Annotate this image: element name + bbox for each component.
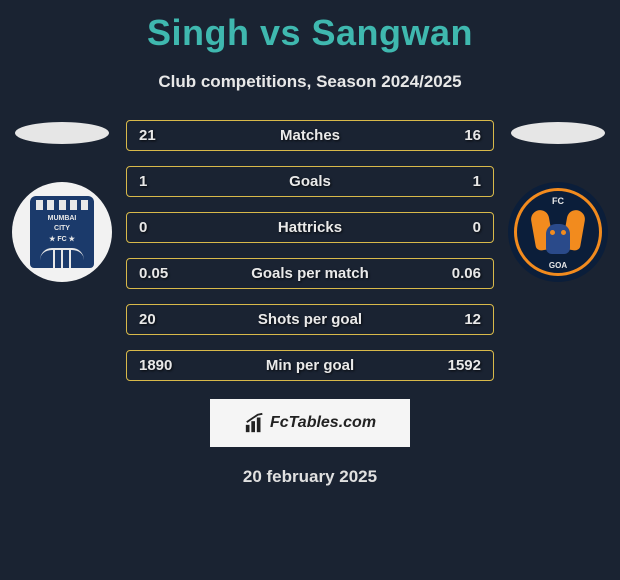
club-badge-right: FC GOA <box>508 182 608 282</box>
stat-row: 21 Matches 16 <box>126 120 494 151</box>
goa-text-bottom: GOA <box>508 261 608 270</box>
comparison-layout: MUMBAI CITY ★ FC ★ 21 Matches 16 1 Goals… <box>0 120 620 381</box>
crest-text-3: ★ FC ★ <box>49 236 75 244</box>
stats-table: 21 Matches 16 1 Goals 1 0 Hattricks 0 0.… <box>122 120 498 381</box>
date-text: 20 february 2025 <box>0 467 620 487</box>
page-subtitle: Club competitions, Season 2024/2025 <box>0 72 620 92</box>
crest-text-2: CITY <box>54 225 70 233</box>
stat-label: Shots per goal <box>189 311 431 328</box>
player-shadow-left <box>15 122 109 144</box>
left-side: MUMBAI CITY ★ FC ★ <box>2 120 122 282</box>
goa-text-top: FC <box>508 196 608 206</box>
crest-crenellations <box>34 200 90 212</box>
page-title: Singh vs Sangwan <box>0 0 620 54</box>
stat-right-value: 1592 <box>431 357 481 374</box>
stat-left-value: 1890 <box>139 357 189 374</box>
goa-mascot-icon <box>531 210 585 260</box>
stat-right-value: 16 <box>431 127 481 144</box>
fctables-logo-icon <box>244 412 266 434</box>
stat-right-value: 1 <box>431 173 481 190</box>
stat-row: 0.05 Goals per match 0.06 <box>126 258 494 289</box>
crest-text-1: MUMBAI <box>48 215 77 223</box>
stat-row: 20 Shots per goal 12 <box>126 304 494 335</box>
stat-right-value: 0.06 <box>431 265 481 282</box>
stat-row: 0 Hattricks 0 <box>126 212 494 243</box>
stat-left-value: 0.05 <box>139 265 189 282</box>
player-shadow-right <box>511 122 605 144</box>
stat-left-value: 20 <box>139 311 189 328</box>
brand-box: FcTables.com <box>210 399 410 447</box>
crest-gate-icon <box>40 248 84 268</box>
stat-right-value: 12 <box>431 311 481 328</box>
stat-row: 1890 Min per goal 1592 <box>126 350 494 381</box>
stat-left-value: 1 <box>139 173 189 190</box>
stat-label: Goals per match <box>189 265 431 282</box>
stat-label: Goals <box>189 173 431 190</box>
right-side: FC GOA <box>498 120 618 282</box>
stat-left-value: 21 <box>139 127 189 144</box>
stat-right-value: 0 <box>431 219 481 236</box>
stat-left-value: 0 <box>139 219 189 236</box>
stat-label: Matches <box>189 127 431 144</box>
stat-label: Hattricks <box>189 219 431 236</box>
club-badge-left: MUMBAI CITY ★ FC ★ <box>12 182 112 282</box>
stat-row: 1 Goals 1 <box>126 166 494 197</box>
brand-text: FcTables.com <box>270 414 376 432</box>
mumbai-crest: MUMBAI CITY ★ FC ★ <box>30 196 94 268</box>
stat-label: Min per goal <box>189 357 431 374</box>
